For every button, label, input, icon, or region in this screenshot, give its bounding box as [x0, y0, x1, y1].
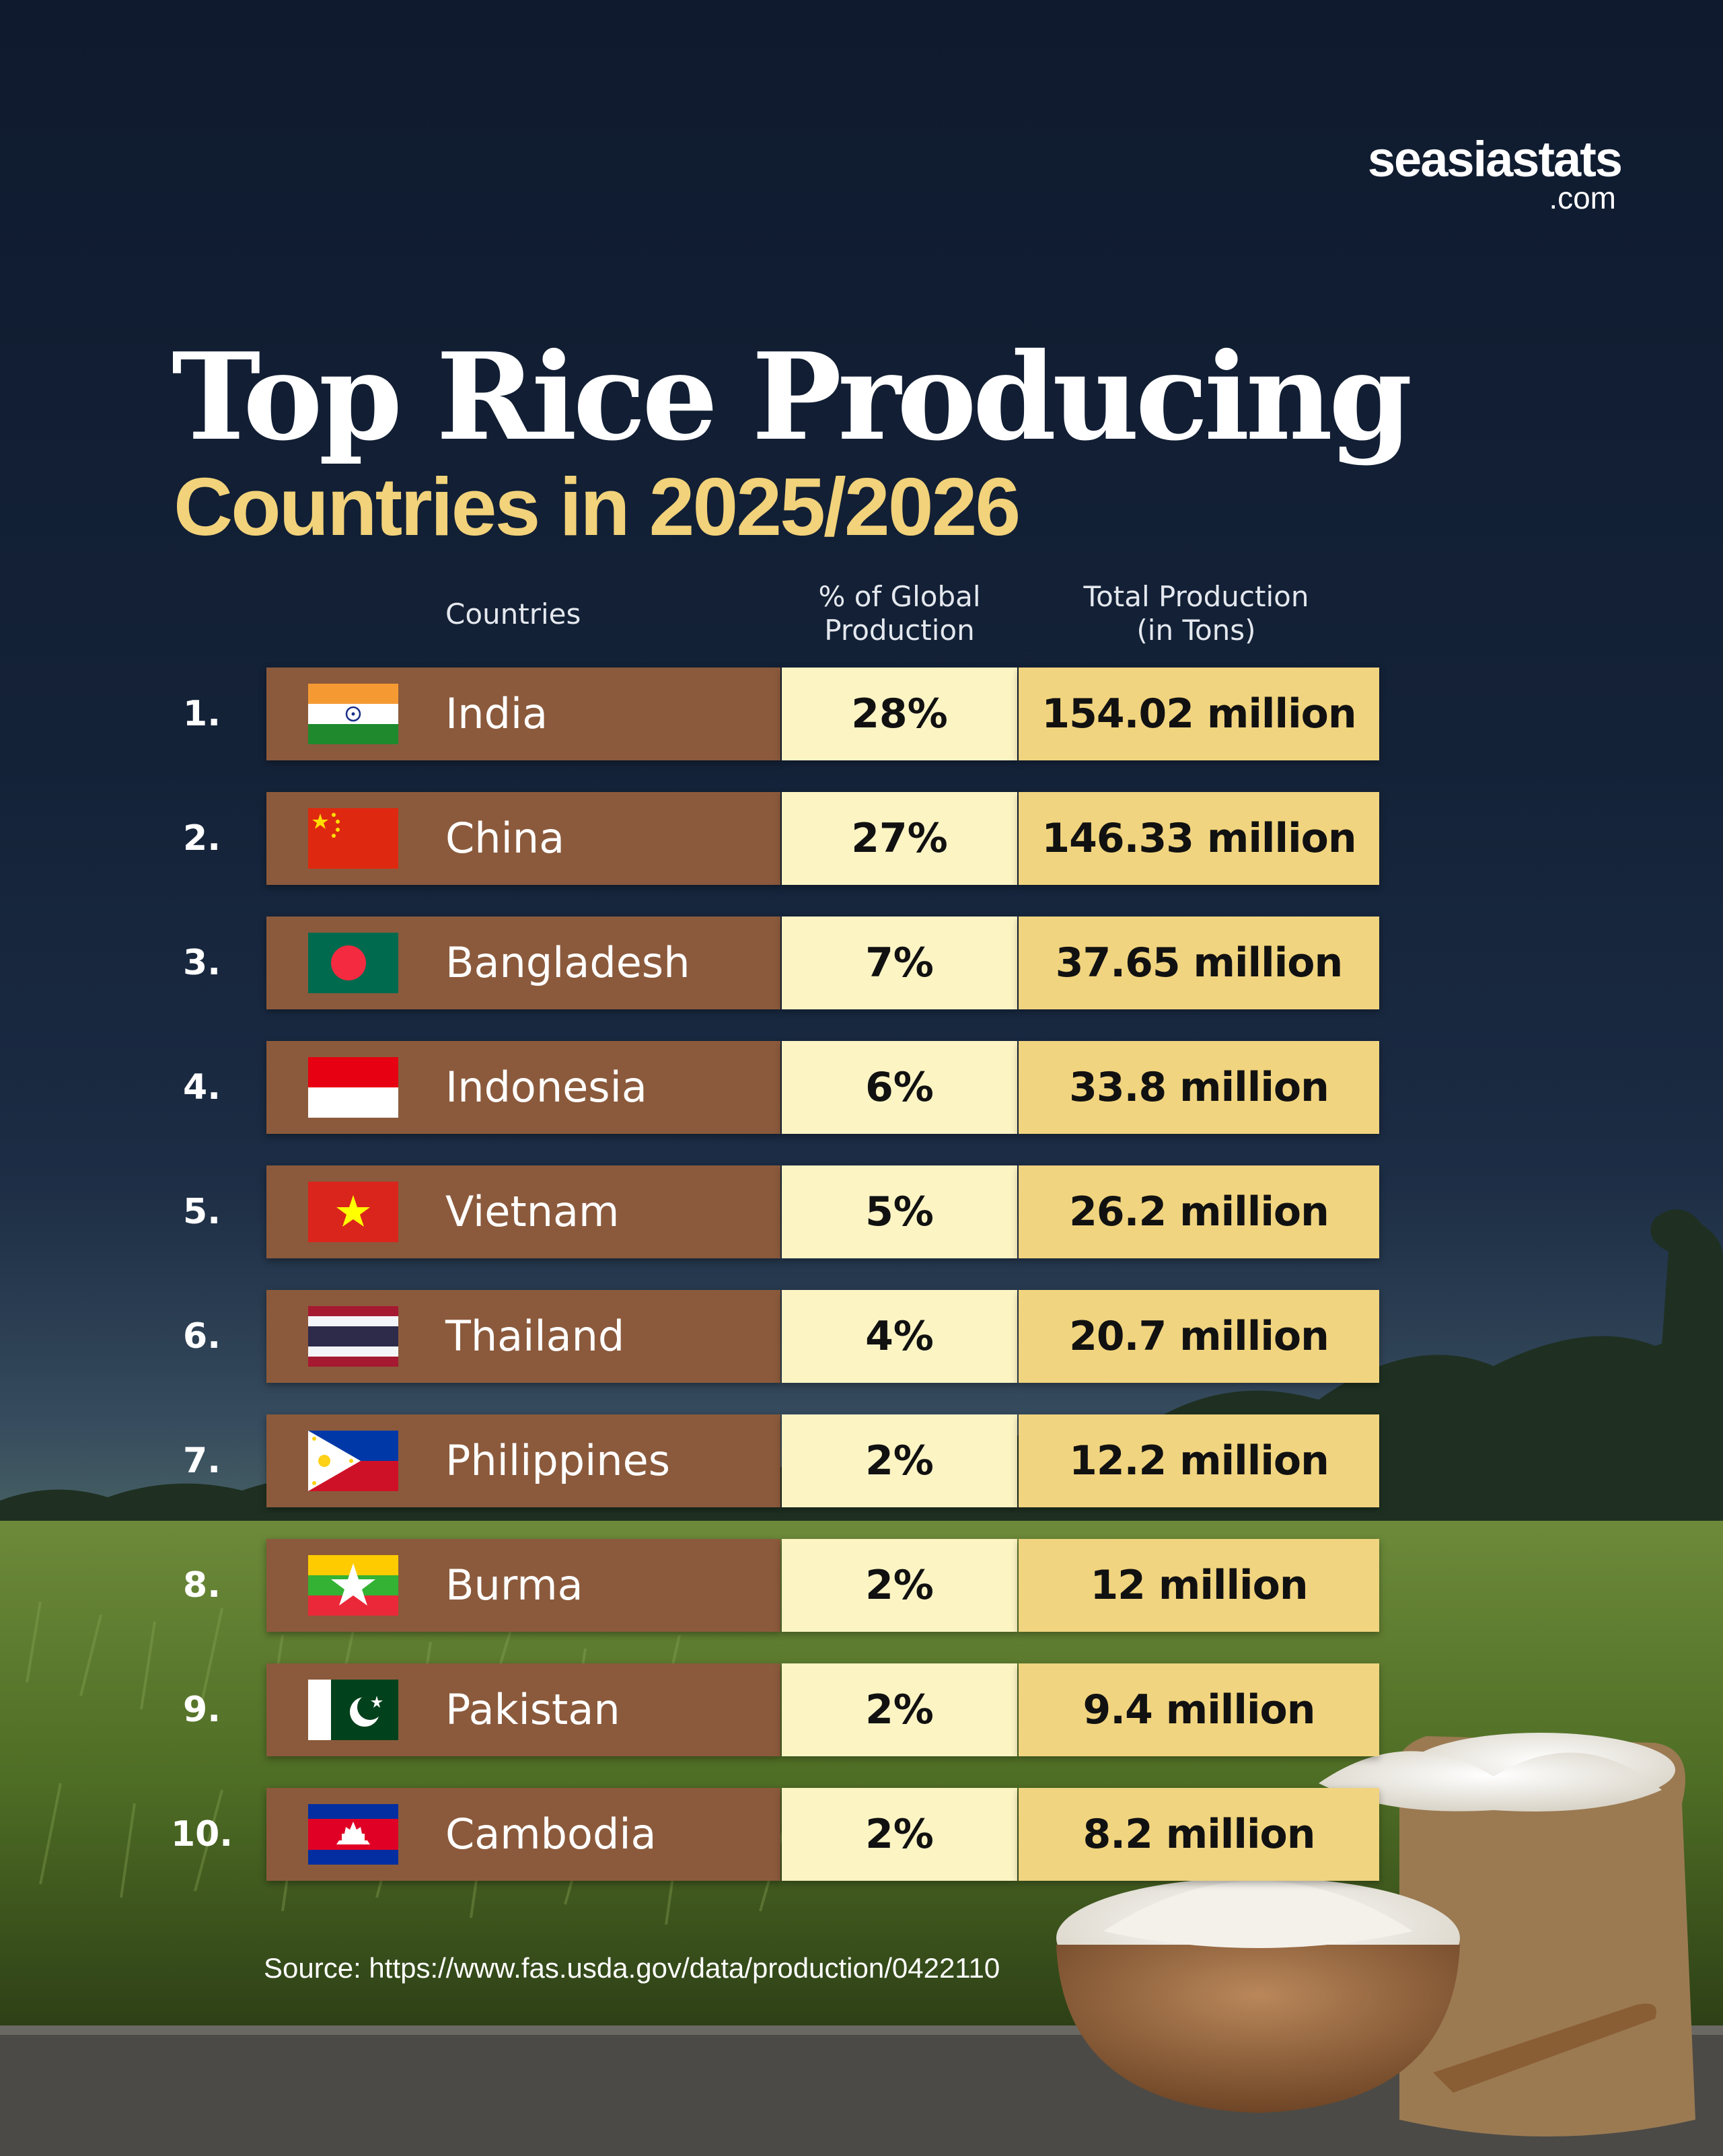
- share-cell: 6%: [782, 1041, 1017, 1134]
- country-cell: Bangladesh: [266, 917, 780, 1009]
- country-name: Pakistan: [445, 1685, 620, 1734]
- country-cell: Vietnam: [266, 1165, 780, 1258]
- burma-flag-icon: [308, 1555, 398, 1616]
- thailand-flag-icon: [308, 1306, 398, 1367]
- cambodia-flag-icon: [308, 1804, 398, 1865]
- country-name: Indonesia: [445, 1063, 647, 1112]
- brand-name: seasiastats: [1367, 131, 1623, 187]
- indonesia-flag-icon: [308, 1057, 398, 1118]
- column-header-share: % of Global Production: [782, 580, 1017, 647]
- share-cell: 2%: [782, 1788, 1017, 1881]
- total-cell: 12 million: [1019, 1539, 1379, 1632]
- total-cell: 33.8 million: [1019, 1041, 1379, 1134]
- total-cell: 20.7 million: [1019, 1290, 1379, 1383]
- column-header-total-line1: Total Production: [1083, 580, 1309, 613]
- total-cell: 37.65 million: [1019, 917, 1379, 1009]
- brand-logo: seasiastats .com: [1339, 131, 1623, 215]
- table-row: 7. Philippines 2% 12.2 million: [0, 1414, 1723, 1507]
- rank-label: 4.: [183, 1067, 221, 1108]
- country-cell: Burma: [266, 1539, 780, 1632]
- rice-sack-illustration: [1319, 1733, 1695, 2136]
- source-note: Source: https://www.fas.usda.gov/data/pr…: [264, 1952, 1000, 1984]
- page-title: Top Rice Producing: [172, 326, 1412, 467]
- table-row: 2. China 27% 146.33 million: [0, 792, 1723, 885]
- country-cell: Cambodia: [266, 1788, 780, 1881]
- brand-suffix: .com: [1549, 180, 1616, 215]
- share-cell: 5%: [782, 1165, 1017, 1258]
- total-cell: 8.2 million: [1019, 1788, 1379, 1881]
- rice-bowl-illustration: [1056, 1877, 1460, 2113]
- bangladesh-flag-icon: [308, 933, 398, 993]
- philippines-flag-icon: [308, 1431, 398, 1491]
- country-cell: Thailand: [266, 1290, 780, 1383]
- column-header-countries: Countries: [445, 598, 581, 631]
- pakistan-flag-icon: [308, 1680, 398, 1740]
- wooden-spoon-illustration: [1433, 2003, 1656, 2093]
- table-row: 8. Burma 2% 12 million: [0, 1539, 1723, 1632]
- table-row: 6. Thailand 4% 20.7 million: [0, 1290, 1723, 1383]
- rank-label: 7.: [183, 1441, 221, 1481]
- total-cell: 154.02 million: [1019, 668, 1379, 760]
- rank-label: 5.: [183, 1192, 221, 1232]
- share-cell: 7%: [782, 917, 1017, 1009]
- country-name: Vietnam: [445, 1187, 620, 1236]
- column-header-total: Total Production (in Tons): [1017, 580, 1375, 647]
- column-header-share-line1: % of Global: [818, 580, 981, 613]
- country-name: Thailand: [445, 1311, 625, 1361]
- table-row: 1. India 28% 154.02 million: [0, 668, 1723, 760]
- share-cell: 2%: [782, 1663, 1017, 1756]
- rank-label: 8.: [183, 1565, 221, 1606]
- share-cell: 4%: [782, 1290, 1017, 1383]
- rank-label: 10.: [170, 1814, 233, 1855]
- country-cell: Philippines: [266, 1414, 780, 1507]
- country-name: China: [445, 814, 565, 863]
- column-header-share-line2: Production: [824, 614, 975, 647]
- share-cell: 28%: [782, 668, 1017, 760]
- china-flag-icon: [308, 808, 398, 869]
- country-cell: India: [266, 668, 780, 760]
- rank-label: 2.: [183, 818, 221, 859]
- share-cell: 2%: [782, 1414, 1017, 1507]
- rank-label: 3.: [183, 943, 221, 983]
- rank-label: 9.: [183, 1690, 221, 1730]
- rank-label: 1.: [183, 694, 221, 734]
- country-name: India: [445, 689, 548, 738]
- total-cell: 12.2 million: [1019, 1414, 1379, 1507]
- table-row: 9. Pakistan 2% 9.4 million: [0, 1663, 1723, 1756]
- table-row: 3. Bangladesh 7% 37.65 million: [0, 917, 1723, 1009]
- table-row: 5. Vietnam 5% 26.2 million: [0, 1165, 1723, 1258]
- rank-label: 6.: [183, 1316, 221, 1357]
- page-subtitle: Countries in 2025/2026: [174, 461, 1021, 552]
- country-name: Burma: [445, 1560, 583, 1610]
- country-cell: Indonesia: [266, 1041, 780, 1134]
- share-cell: 2%: [782, 1539, 1017, 1632]
- country-cell: Pakistan: [266, 1663, 780, 1756]
- country-name: Bangladesh: [445, 938, 690, 987]
- country-name: Cambodia: [445, 1809, 657, 1859]
- country-cell: China: [266, 792, 780, 885]
- vietnam-flag-icon: [308, 1182, 398, 1242]
- share-cell: 27%: [782, 792, 1017, 885]
- table-row: 4. Indonesia 6% 33.8 million: [0, 1041, 1723, 1134]
- table-row: 10. Cambodia 2% 8.2 million: [0, 1788, 1723, 1881]
- country-name: Philippines: [445, 1436, 671, 1485]
- total-cell: 146.33 million: [1019, 792, 1379, 885]
- column-header-total-line2: (in Tons): [1136, 614, 1256, 647]
- total-cell: 9.4 million: [1019, 1663, 1379, 1756]
- total-cell: 26.2 million: [1019, 1165, 1379, 1258]
- india-flag-icon: [308, 684, 398, 744]
